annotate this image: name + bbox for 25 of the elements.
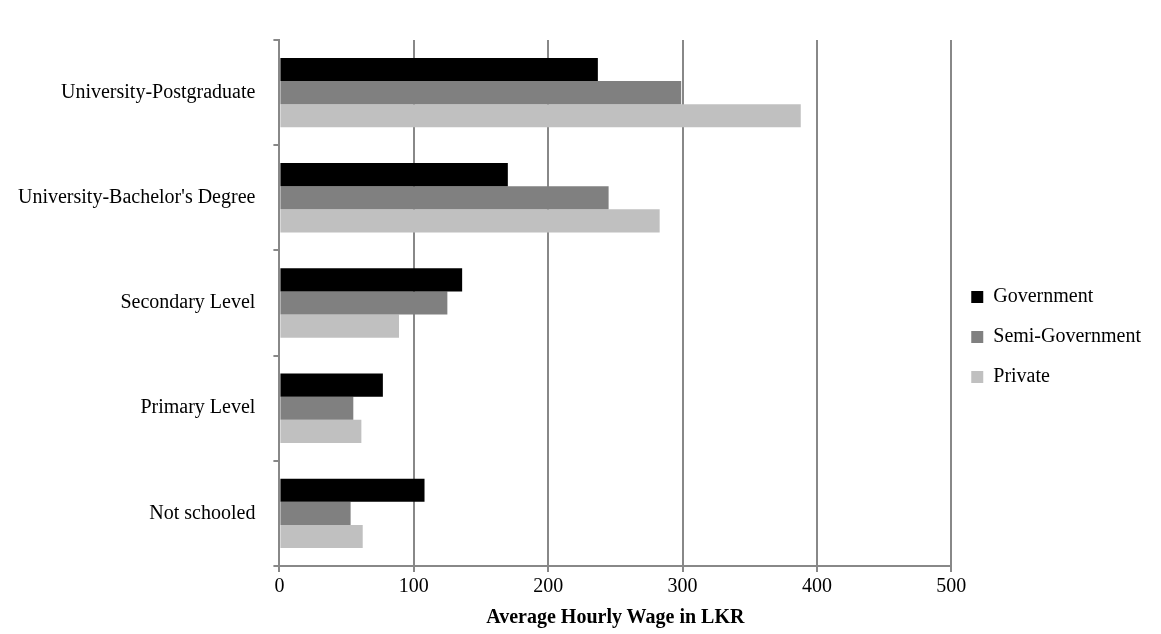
y-tick-label: Not schooled <box>149 500 256 523</box>
bar <box>280 478 425 502</box>
y-tick-label: University-Bachelor's Degree <box>18 185 256 209</box>
x-axis-title: Average Hourly Wage in LKR <box>486 605 745 629</box>
bar <box>280 268 463 292</box>
bar <box>280 104 801 128</box>
bar <box>280 373 383 397</box>
x-tick-label: 500 <box>936 574 967 597</box>
x-tick-label: 0 <box>274 574 285 597</box>
bar <box>280 209 660 233</box>
x-tick-label: 300 <box>667 574 698 597</box>
bar <box>280 524 363 549</box>
bar <box>280 163 508 187</box>
y-tick-label: Secondary Level <box>120 290 256 314</box>
x-tick-label: 200 <box>533 574 564 597</box>
x-tick-label: 100 <box>398 574 429 597</box>
legend-label: Government <box>993 284 1094 307</box>
bar <box>280 314 399 338</box>
bar <box>280 419 362 443</box>
y-tick-label: Primary Level <box>140 395 256 419</box>
legend-label: Semi-Government <box>993 324 1142 347</box>
y-tick-label: University-Postgraduate <box>61 79 256 103</box>
x-tick-label: 400 <box>801 574 832 597</box>
legend-label: Private <box>993 364 1051 387</box>
bar <box>280 57 598 82</box>
